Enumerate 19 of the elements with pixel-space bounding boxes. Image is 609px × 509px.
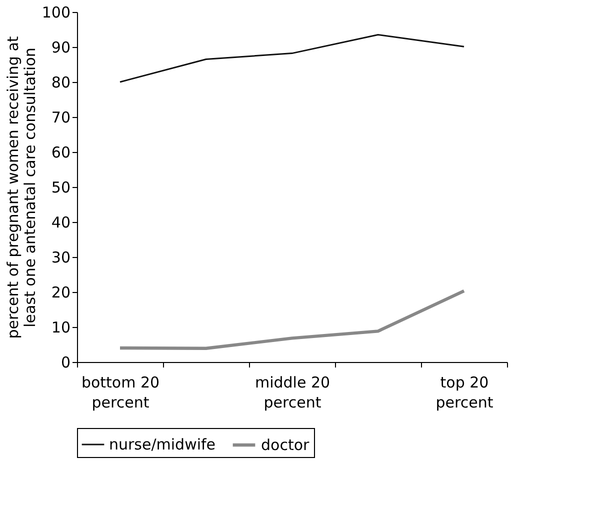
legend-label: doctor: [261, 436, 310, 454]
y-tick-label: 100: [42, 4, 70, 22]
line-series: [118, 289, 466, 350]
x-tick-label: bottom 20 percent: [81, 374, 160, 412]
y-tick-label: 90: [51, 38, 70, 56]
y-tick-label: 40: [51, 214, 70, 232]
y-axis-title: percent of pregnant women receiving at least one antenatal care consultation: [4, 36, 39, 339]
x-tick-label: top 20 percent: [436, 374, 494, 412]
y-tick-label: 20: [51, 284, 70, 302]
x-tick-label: middle 20 percent: [254, 374, 330, 412]
legend-label: nurse/midwife: [109, 436, 216, 454]
line-series: [119, 34, 465, 83]
y-tick-label: 0: [60, 354, 70, 372]
y-tick-label: 80: [51, 74, 70, 92]
y-tick-label: 70: [51, 108, 70, 126]
y-tick-label: 60: [51, 144, 70, 162]
y-tick-label: 10: [51, 318, 70, 336]
y-tick-label: 30: [51, 248, 70, 266]
y-tick-label: 50: [51, 178, 70, 196]
